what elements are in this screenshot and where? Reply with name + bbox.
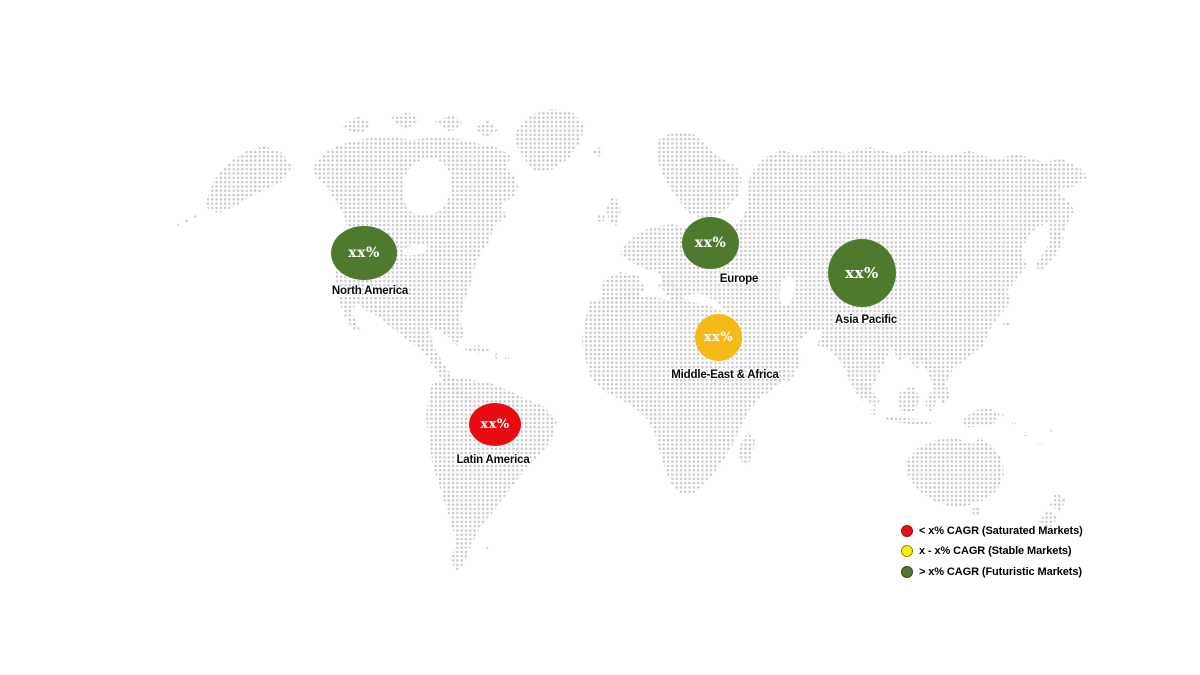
cagr-legend: < x% CAGR (Saturated Markets) x - x% CAG…: [901, 524, 1083, 578]
region-bubble-middle-east-africa: xx%: [695, 314, 742, 361]
region-label-north-america: North America: [331, 285, 409, 297]
region-label-middle-east-africa: Middle-East & Africa: [671, 369, 779, 381]
region-bubble-asia-pacific: xx%: [828, 239, 896, 307]
region-bubble-north-america: xx%: [331, 226, 397, 280]
region-label-asia-pacific: Asia Pacific: [834, 314, 898, 326]
region-bubble-europe: xx%: [682, 217, 739, 269]
region-label-europe: Europe: [719, 273, 759, 285]
legend-item-stable: x - x% CAGR (Stable Markets): [901, 545, 1083, 558]
legend-item-saturated: < x% CAGR (Saturated Markets): [901, 524, 1083, 537]
inland-seas: [402, 158, 795, 306]
region-value-middle-east-africa: xx%: [703, 330, 734, 345]
legend-dot-saturated-icon: [901, 524, 913, 537]
region-bubble-latin-america: xx%: [469, 403, 521, 446]
legend-label-futuristic: > x% CAGR (Futuristic Markets): [919, 565, 1082, 578]
region-value-asia-pacific: xx%: [845, 263, 879, 282]
legend-label-stable: x - x% CAGR (Stable Markets): [919, 545, 1072, 557]
region-value-europe: xx%: [694, 235, 727, 251]
legend-dot-futuristic-icon: [901, 565, 913, 578]
continents: [177, 109, 1088, 571]
legend-item-futuristic: > x% CAGR (Futuristic Markets): [901, 565, 1083, 578]
legend-label-saturated: < x% CAGR (Saturated Markets): [919, 524, 1083, 537]
region-value-north-america: xx%: [348, 245, 380, 261]
legend-dot-stable-icon: [901, 545, 913, 557]
region-label-latin-america: Latin America: [456, 454, 530, 466]
region-value-latin-america: xx%: [480, 417, 510, 432]
